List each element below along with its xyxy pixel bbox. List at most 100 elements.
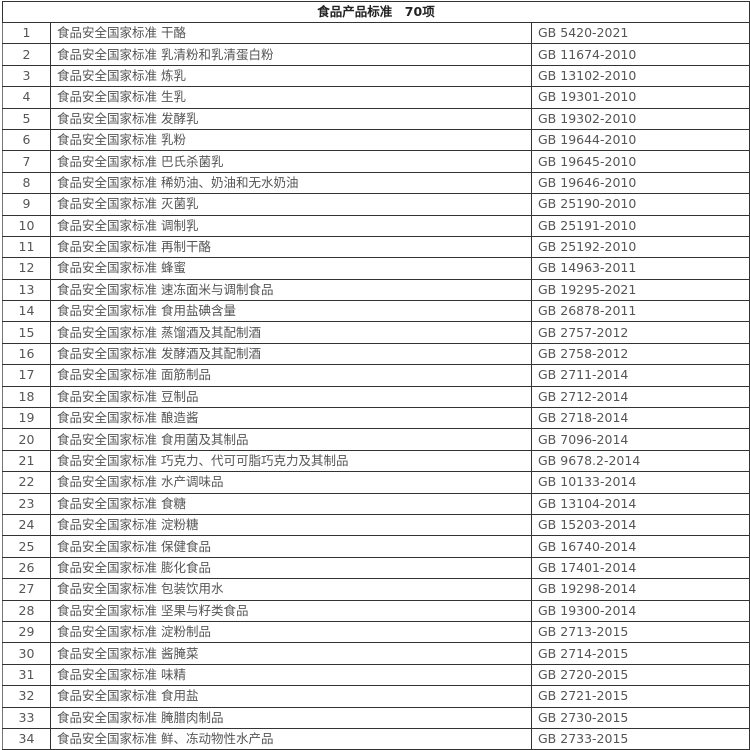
table-title-row: 食品产品标准 70项 [2, 1, 750, 23]
standard-name: 食品安全国家标准 干酪 [50, 21, 532, 45]
standard-code: GB 2730-2015 [531, 706, 750, 729]
standard-code: GB 17401-2014 [531, 556, 750, 580]
standard-code: GB 2718-2014 [531, 407, 750, 430]
standard-name: 食品安全国家标准 巧克力、代可可脂巧克力及其制品 [50, 449, 532, 473]
standard-code: GB 19298-2014 [531, 578, 750, 601]
table-row: 32 食品安全国家标准 食用盐 GB 2721-2015 [2, 685, 750, 708]
standard-code: GB 16740-2014 [531, 535, 750, 558]
standard-code: GB 19645-2010 [531, 150, 750, 173]
table-row: 16 食品安全国家标准 发酵酒及其配制酒 GB 2758-2012 [2, 342, 750, 366]
table-row: 19 食品安全国家标准 酿造酱 GB 2718-2014 [2, 407, 750, 430]
row-number: 14 [2, 300, 51, 323]
standard-name: 食品安全国家标准 食糖 [50, 492, 532, 515]
standard-name: 食品安全国家标准 灭菌乳 [50, 193, 532, 216]
standard-code: GB 19644-2010 [531, 128, 750, 152]
standard-code: GB 2712-2014 [531, 385, 750, 409]
standard-code: GB 13104-2014 [531, 492, 750, 515]
standard-name: 食品安全国家标准 稀奶油、奶油和无水奶油 [50, 171, 532, 195]
standard-code: GB 25191-2010 [531, 214, 750, 237]
standard-name: 食品安全国家标准 生乳 [50, 86, 532, 109]
standard-code: GB 26878-2011 [531, 300, 750, 323]
standard-name: 食品安全国家标准 酿造酱 [50, 407, 532, 430]
standard-name: 食品安全国家标准 再制干酪 [50, 235, 532, 259]
row-number: 5 [2, 107, 51, 130]
row-number: 8 [2, 171, 51, 195]
standard-name: 食品安全国家标准 坚果与籽类食品 [50, 599, 532, 622]
standard-code: GB 9678.2-2014 [531, 449, 750, 473]
standard-code: GB 19302-2010 [531, 107, 750, 130]
standard-name: 食品安全国家标准 豆制品 [50, 385, 532, 409]
standard-code: GB 19295-2021 [531, 278, 750, 302]
standard-name: 食品安全国家标准 蜂蜜 [50, 257, 532, 280]
standard-code: GB 2713-2015 [531, 620, 750, 644]
table-row: 8 食品安全国家标准 稀奶油、奶油和无水奶油 GB 19646-2010 [2, 171, 750, 195]
table-row: 34 食品安全国家标准 鲜、冻动物性水产品 GB 2733-2015 [2, 727, 750, 750]
row-number: 28 [2, 599, 51, 622]
table-row: 14 食品安全国家标准 食用盐碘含量 GB 26878-2011 [2, 300, 750, 323]
table-row: 4 食品安全国家标准 生乳 GB 19301-2010 [2, 86, 750, 109]
standard-code: GB 2733-2015 [531, 727, 750, 750]
row-number: 1 [2, 21, 51, 45]
standard-name: 食品安全国家标准 酱腌菜 [50, 642, 532, 665]
standard-name: 食品安全国家标准 食用盐 [50, 685, 532, 708]
table-row: 15 食品安全国家标准 蒸馏酒及其配制酒 GB 2757-2012 [2, 321, 750, 344]
table-row: 2 食品安全国家标准 乳清粉和乳清蛋白粉 GB 11674-2010 [2, 43, 750, 66]
table-row: 25 食品安全国家标准 保健食品 GB 16740-2014 [2, 535, 750, 558]
row-number: 34 [2, 727, 51, 750]
standard-name: 食品安全国家标准 速冻面米与调制食品 [50, 278, 532, 302]
standard-code: GB 19301-2010 [531, 86, 750, 109]
standard-name: 食品安全国家标准 保健食品 [50, 535, 532, 558]
row-number: 4 [2, 86, 51, 109]
standard-code: GB 11674-2010 [531, 43, 750, 66]
standard-name: 食品安全国家标准 味精 [50, 663, 532, 687]
standard-name: 食品安全国家标准 淀粉糖 [50, 513, 532, 537]
table-row: 1 食品安全国家标准 干酪 GB 5420-2021 [2, 21, 750, 45]
standard-name: 食品安全国家标准 包装饮用水 [50, 578, 532, 601]
row-number: 25 [2, 535, 51, 558]
row-number: 10 [2, 214, 51, 237]
row-number: 30 [2, 642, 51, 665]
standard-code: GB 10133-2014 [531, 471, 750, 494]
table-row: 10 食品安全国家标准 调制乳 GB 25191-2010 [2, 214, 750, 237]
standard-name: 食品安全国家标准 食用菌及其制品 [50, 428, 532, 451]
row-number: 2 [2, 43, 51, 66]
standard-name: 食品安全国家标准 淀粉制品 [50, 620, 532, 644]
standard-name: 食品安全国家标准 蒸馏酒及其配制酒 [50, 321, 532, 344]
standard-code: GB 2721-2015 [531, 685, 750, 708]
standard-code: GB 7096-2014 [531, 428, 750, 451]
table-row: 33 食品安全国家标准 腌腊肉制品 GB 2730-2015 [2, 706, 750, 729]
standard-code: GB 5420-2021 [531, 21, 750, 45]
row-number: 16 [2, 342, 51, 366]
row-number: 17 [2, 364, 51, 387]
table-row: 23 食品安全国家标准 食糖 GB 13104-2014 [2, 492, 750, 515]
row-number: 29 [2, 620, 51, 644]
table-row: 13 食品安全国家标准 速冻面米与调制食品 GB 19295-2021 [2, 278, 750, 302]
row-number: 22 [2, 471, 51, 494]
standard-name: 食品安全国家标准 乳清粉和乳清蛋白粉 [50, 43, 532, 66]
table-row: 28 食品安全国家标准 坚果与籽类食品 GB 19300-2014 [2, 599, 750, 622]
standard-code: GB 19300-2014 [531, 599, 750, 622]
table-row: 11 食品安全国家标准 再制干酪 GB 25192-2010 [2, 235, 750, 259]
row-number: 20 [2, 428, 51, 451]
row-number: 33 [2, 706, 51, 729]
table-row: 7 食品安全国家标准 巴氏杀菌乳 GB 19645-2010 [2, 150, 750, 173]
standard-name: 食品安全国家标准 食用盐碘含量 [50, 300, 532, 323]
standard-code: GB 13102-2010 [531, 64, 750, 88]
standard-name: 食品安全国家标准 面筋制品 [50, 364, 532, 387]
row-number: 24 [2, 513, 51, 537]
standard-code: GB 2758-2012 [531, 342, 750, 366]
standard-code: GB 2720-2015 [531, 663, 750, 687]
table-row: 12 食品安全国家标准 蜂蜜 GB 14963-2011 [2, 257, 750, 280]
table-row: 18 食品安全国家标准 豆制品 GB 2712-2014 [2, 385, 750, 409]
standard-code: GB 2711-2014 [531, 364, 750, 387]
row-number: 21 [2, 449, 51, 473]
standard-name: 食品安全国家标准 调制乳 [50, 214, 532, 237]
table-row: 17 食品安全国家标准 面筋制品 GB 2711-2014 [2, 364, 750, 387]
row-number: 7 [2, 150, 51, 173]
row-number: 23 [2, 492, 51, 515]
standard-name: 食品安全国家标准 鲜、冻动物性水产品 [50, 727, 532, 750]
standard-name: 食品安全国家标准 腌腊肉制品 [50, 706, 532, 729]
standard-code: GB 2714-2015 [531, 642, 750, 665]
table-title: 食品产品标准 70项 [2, 1, 750, 23]
table-row: 29 食品安全国家标准 淀粉制品 GB 2713-2015 [2, 620, 750, 644]
